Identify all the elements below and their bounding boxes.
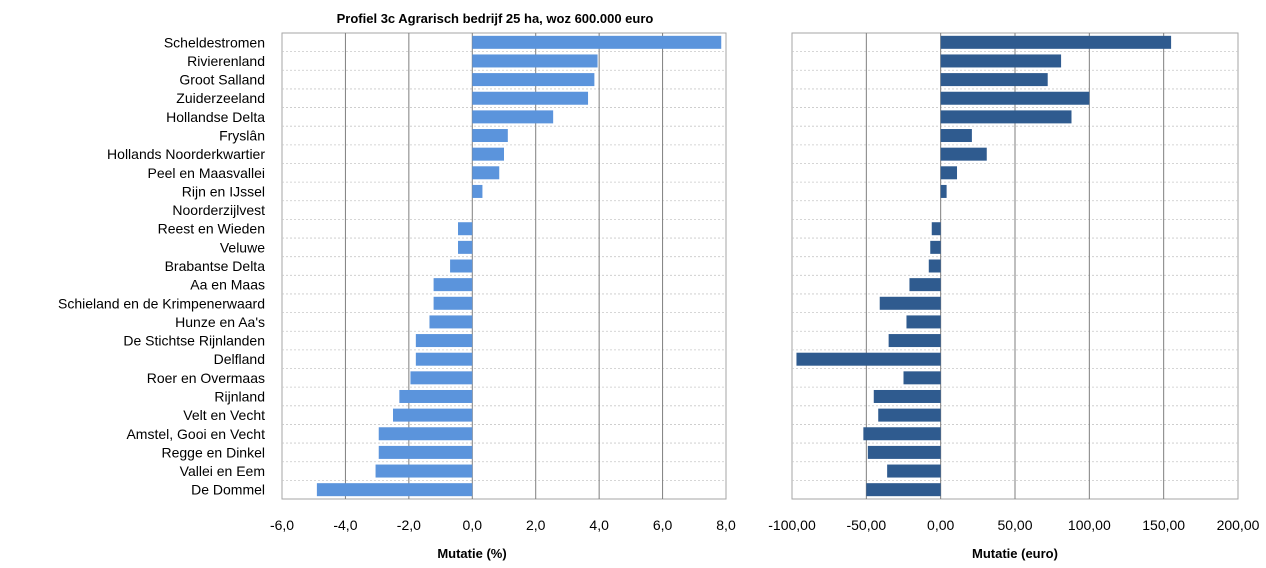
bar-euro (940, 73, 1048, 87)
bar-euro (940, 147, 987, 161)
bar-percent (433, 296, 473, 310)
category-label: Rijnland (214, 388, 265, 404)
category-label: Reest en Wieden (158, 221, 265, 237)
category-label: Aa en Maas (190, 277, 265, 293)
category-label: Hollands Noorderkwartier (107, 146, 265, 162)
category-label: Groot Salland (179, 72, 265, 88)
category-label: De Dommel (191, 482, 265, 498)
tick-label-percent: 8,0 (716, 517, 736, 533)
category-label: Brabantse Delta (165, 258, 266, 274)
bar-euro (863, 427, 941, 441)
bar-percent (472, 73, 595, 87)
bar-percent (433, 278, 473, 292)
bar-percent (472, 54, 598, 68)
bar-percent (472, 35, 722, 49)
bar-percent (415, 352, 473, 366)
bar-euro (903, 371, 941, 385)
bar-euro (940, 129, 972, 143)
category-label: Amstel, Gooi en Vecht (126, 426, 265, 442)
tick-label-euro: 150,00 (1142, 517, 1185, 533)
bar-euro (887, 464, 941, 478)
category-label: Peel en Maasvallei (147, 165, 265, 181)
bar-euro (866, 483, 941, 497)
category-label: Noorderzijlvest (172, 202, 265, 218)
x-axis-label-percent: Mutatie (%) (437, 546, 507, 561)
category-label: Rivierenland (187, 53, 265, 69)
bar-euro (940, 35, 1172, 49)
bar-percent (472, 147, 504, 161)
bar-percent (472, 129, 508, 143)
category-label: Vallei en Eem (180, 463, 265, 479)
bar-euro (878, 408, 941, 422)
bar-euro (940, 54, 1062, 68)
category-label: Regge en Dinkel (161, 444, 265, 460)
category-label: Fryslân (219, 128, 265, 144)
category-label: Hunze en Aa's (175, 314, 265, 330)
x-axis-label-euro: Mutatie (euro) (972, 546, 1058, 561)
bar-percent (472, 184, 483, 198)
bar-euro (873, 389, 941, 403)
bar-euro (930, 240, 941, 254)
bar-percent (375, 464, 473, 478)
bar-percent (472, 166, 500, 180)
bar-euro (879, 296, 941, 310)
bar-percent (415, 334, 473, 348)
tick-label-euro: -100,00 (768, 517, 816, 533)
tick-label-percent: -4,0 (333, 517, 357, 533)
bar-percent (458, 222, 473, 236)
bar-percent (316, 483, 473, 497)
bar-percent (429, 315, 473, 329)
bar-euro (906, 315, 941, 329)
bar-euro (796, 352, 941, 366)
bar-euro (931, 222, 941, 236)
bar-percent (472, 110, 554, 124)
bar-euro (867, 445, 941, 459)
bar-percent (399, 389, 473, 403)
tick-label-percent: -2,0 (397, 517, 421, 533)
bar-percent (450, 259, 473, 273)
bar-euro (928, 259, 941, 273)
tick-label-euro: -50,00 (846, 517, 886, 533)
tick-label-euro: 100,00 (1068, 517, 1111, 533)
bar-euro (940, 166, 958, 180)
tick-label-percent: 6,0 (653, 517, 673, 533)
tick-label-euro: 50,00 (997, 517, 1032, 533)
bar-euro (888, 334, 941, 348)
category-label: Scheldestromen (164, 34, 265, 50)
bar-percent (378, 445, 473, 459)
bar-euro (940, 184, 947, 198)
tick-label-percent: 2,0 (526, 517, 546, 533)
category-label: Delfland (214, 351, 265, 367)
category-label: Schieland en de Krimpenerwaard (58, 295, 265, 311)
category-label: Zuiderzeeland (176, 90, 265, 106)
category-label: Velt en Vecht (183, 407, 265, 423)
bar-percent (378, 427, 473, 441)
tick-label-euro: 200,00 (1217, 517, 1260, 533)
bar-euro (940, 91, 1090, 105)
bar-percent (472, 91, 589, 105)
tick-label-euro: 0,00 (927, 517, 954, 533)
bar-percent (458, 240, 473, 254)
bar-euro (940, 110, 1072, 124)
bar-percent (410, 371, 473, 385)
category-label: De Stichtse Rijnlanden (123, 333, 265, 349)
tick-label-percent: 0,0 (463, 517, 483, 533)
bar-percent (393, 408, 473, 422)
bar-euro (909, 278, 941, 292)
category-label: Rijn en IJssel (182, 183, 265, 199)
tick-label-percent: -6,0 (270, 517, 294, 533)
category-label: Hollandse Delta (166, 109, 265, 125)
plot-area-percent (281, 32, 727, 500)
category-label: Roer en Overmaas (147, 370, 265, 386)
category-label: Veluwe (220, 239, 265, 255)
tick-label-percent: 4,0 (589, 517, 609, 533)
chart-title: Profiel 3c Agrarisch bedrijf 25 ha, woz … (336, 11, 654, 26)
